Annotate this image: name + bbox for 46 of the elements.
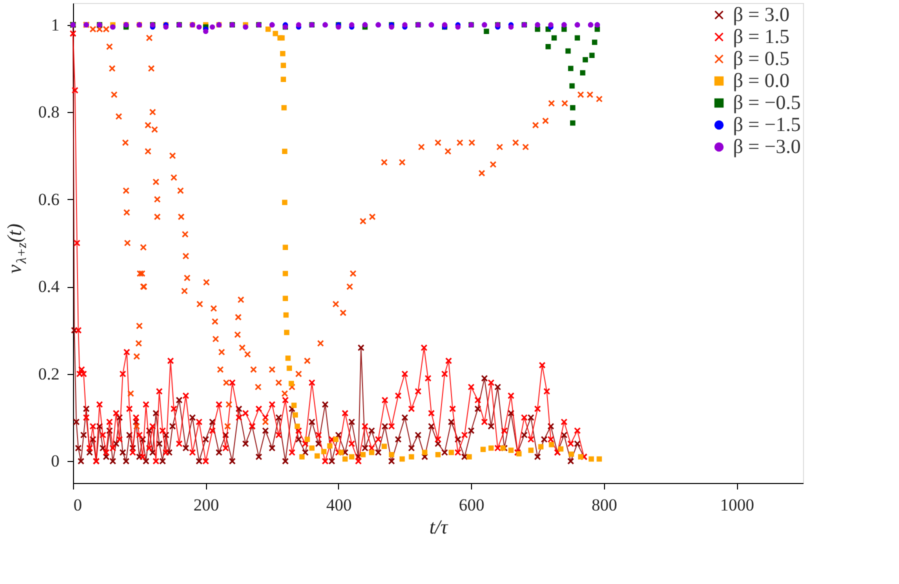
- x-tick-label: 800: [592, 496, 618, 514]
- y-axis-title: vλ+z(t): [4, 223, 30, 274]
- x-tick-label: 0: [74, 496, 82, 514]
- point: [296, 22, 302, 28]
- point: [163, 24, 169, 30]
- legend-label: β = 3.0: [733, 4, 790, 26]
- y-tick-label: 1: [51, 15, 60, 34]
- point: [570, 105, 576, 110]
- x-tick-label: 400: [326, 496, 352, 514]
- legend-label: β = 0.0: [733, 70, 790, 92]
- point: [594, 26, 600, 32]
- point: [551, 35, 557, 41]
- point: [570, 120, 576, 126]
- point: [349, 22, 354, 28]
- y-tick-label: 0.4: [38, 277, 60, 296]
- point: [210, 24, 216, 30]
- point: [402, 22, 408, 28]
- point: [546, 44, 551, 50]
- point: [203, 28, 208, 34]
- x-axis-title: t/τ: [429, 516, 448, 538]
- y-tick-label: 0: [51, 452, 60, 471]
- x-tick-label: 600: [458, 496, 484, 514]
- legend-label: β = 1.5: [733, 26, 790, 48]
- point: [508, 24, 514, 30]
- point: [580, 70, 586, 76]
- point: [568, 66, 574, 72]
- y-tick-label: 0.2: [38, 364, 60, 384]
- point: [455, 24, 461, 30]
- legend-label: β = −3.0: [733, 136, 801, 158]
- point: [484, 28, 490, 34]
- legend-label: β = 0.5: [733, 48, 790, 70]
- x-tick-label: 1000: [720, 496, 754, 514]
- point: [196, 24, 202, 30]
- y-tick-label: 0.6: [38, 190, 60, 209]
- point: [336, 24, 342, 30]
- point: [582, 57, 588, 62]
- legend-label: β = −0.5: [733, 92, 801, 114]
- legend-label: β = −1.5: [733, 114, 801, 136]
- point: [388, 24, 394, 30]
- point: [589, 52, 595, 58]
- point: [442, 22, 448, 28]
- y-tick-label: 0.8: [38, 102, 60, 122]
- point: [574, 35, 580, 41]
- point: [548, 22, 554, 28]
- x-tick-label: 200: [193, 496, 219, 514]
- point: [592, 40, 598, 45]
